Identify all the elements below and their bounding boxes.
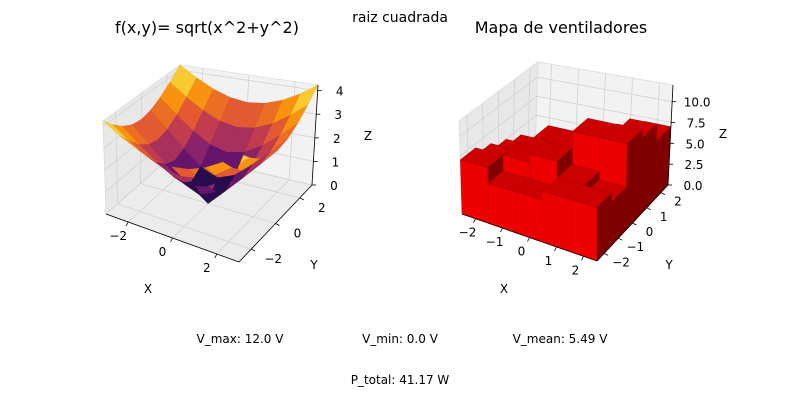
bar3d-y-tick-label: 0 — [646, 225, 654, 239]
surface-mesh — [102, 64, 319, 205]
bar3d-z-tick-label: 7.5 — [687, 117, 706, 131]
stat-v-max: V_max: 12.0 V — [197, 332, 285, 346]
bar3d-y-tick-label: 2 — [674, 195, 682, 209]
surface-z-tick-label: 0 — [330, 179, 338, 193]
bar3d-bar-front — [542, 191, 571, 252]
figure-suptitle: raiz cuadrada — [352, 10, 448, 26]
surface-ylabel: Y — [309, 258, 318, 272]
bar3d-bars — [459, 117, 672, 262]
bar3d-bar — [569, 185, 613, 262]
bar3d-axes: Mapa de ventiladores −2−1012−2−10120.02.… — [458, 18, 727, 296]
bar3d-x-tick-label: 0 — [518, 245, 526, 259]
bar3d-z-tick-label: 10.0 — [684, 96, 711, 110]
bar3d-bar-top — [459, 147, 504, 168]
surface-x-tick-label: 2 — [203, 261, 211, 275]
bar3d-bar-top — [529, 141, 573, 162]
bar3d-y-tick-label: 1 — [660, 210, 668, 224]
bar3d-x-tick — [500, 227, 503, 233]
surface-x-tick — [170, 237, 173, 243]
surface-y-tick — [250, 248, 256, 252]
surface-y-tick-label: 0 — [294, 227, 302, 241]
bar3d-y-tick-label: −2 — [612, 255, 630, 269]
surface-y-tick-label: 2 — [318, 201, 326, 215]
bar3d-y-tick — [618, 237, 623, 241]
bar3d-y-tick — [603, 253, 609, 256]
bar3d-bar-top — [569, 185, 613, 208]
surface-x-tick-label: 0 — [159, 245, 167, 259]
surface-x-tick-label: −2 — [109, 229, 127, 243]
stat-v-mean: V_mean: 5.49 V — [513, 332, 609, 346]
bar3d-bar-front — [460, 159, 490, 224]
surface-z-tick-label: 2 — [333, 132, 341, 146]
bar3d-z-tick-label: 0.0 — [683, 179, 702, 193]
surface-y-tick — [299, 197, 305, 201]
bar3d-x-tick — [554, 246, 557, 252]
stat-p-total: P_total: 41.17 W — [351, 373, 450, 387]
surface-y-tick-label: −2 — [264, 252, 282, 266]
stat-v-min: V_min: 0.0 V — [362, 332, 439, 346]
bar3d-x-tick-label: 2 — [572, 263, 580, 277]
bar3d-grid-z — [459, 76, 673, 137]
bar3d-y-tick — [632, 222, 637, 226]
bar3d-z-tick-label: 2.5 — [684, 158, 703, 172]
bar3d-x-tick — [473, 218, 476, 223]
bar3d-bar-front — [569, 199, 598, 262]
bar3d-x-tick-label: 1 — [545, 254, 553, 268]
bar3d-x-tick — [581, 256, 584, 261]
bar3d-y-tick — [646, 207, 651, 211]
surface-axis-lines — [105, 84, 322, 263]
surface-x-tick — [214, 253, 218, 259]
bar3d-zlabel: Z — [719, 127, 727, 141]
bar3d-title: Mapa de ventiladores — [475, 18, 648, 37]
bar3d-bar-front — [515, 191, 544, 243]
bar3d-grid-z — [459, 95, 672, 157]
bar3d-x-tick-label: −2 — [459, 226, 477, 240]
bar3d-ylabel: Y — [664, 258, 673, 272]
bar3d-x-tick-label: −1 — [486, 235, 504, 249]
surface-z-tick-label: 1 — [332, 155, 340, 169]
bar3d-bar-top — [599, 123, 643, 145]
bar3d-axis-lines — [461, 84, 677, 262]
surface-title: f(x,y)= sqrt(x^2+y^2) — [115, 18, 299, 37]
surface-xlabel: X — [144, 282, 152, 296]
bar3d-bar-front — [487, 183, 517, 234]
bar3d-z-tick-label: 5.0 — [686, 137, 705, 151]
surface-z-tick-label: 4 — [336, 85, 344, 99]
bar3d-xlabel: X — [500, 282, 508, 296]
bar3d-y-tick — [660, 192, 666, 195]
surface-x-tick — [125, 221, 129, 227]
surface-zlabel: Z — [364, 129, 372, 143]
bar3d-y-tick-label: −1 — [626, 240, 644, 254]
bar3d-x-tick — [527, 237, 530, 242]
surface-z-tick-label: 3 — [334, 108, 342, 122]
surface-y-tick — [275, 223, 280, 226]
surface-facet — [198, 190, 226, 204]
surface-z-axis — [311, 84, 319, 186]
